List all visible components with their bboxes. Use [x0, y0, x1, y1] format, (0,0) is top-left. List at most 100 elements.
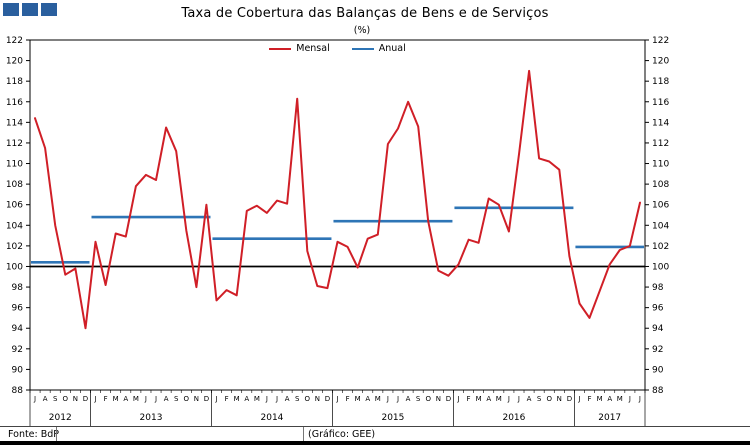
svg-text:M: M	[476, 395, 482, 403]
svg-text:J: J	[33, 395, 36, 403]
footer-divider	[0, 426, 750, 427]
svg-text:A: A	[43, 395, 48, 403]
svg-text:112: 112	[6, 139, 23, 149]
logo-square-1	[3, 3, 19, 16]
svg-text:92: 92	[12, 345, 23, 355]
svg-text:J: J	[93, 395, 96, 403]
svg-text:118: 118	[6, 77, 23, 87]
svg-text:S: S	[416, 395, 421, 403]
svg-text:A: A	[365, 395, 370, 403]
svg-text:98: 98	[12, 283, 24, 293]
svg-text:88: 88	[12, 386, 24, 396]
svg-text:F: F	[104, 395, 108, 403]
svg-text:D: D	[567, 395, 572, 403]
svg-text:F: F	[588, 395, 592, 403]
monthly-series	[34, 69, 641, 330]
svg-text:120: 120	[652, 57, 669, 67]
svg-text:J: J	[144, 395, 147, 403]
svg-text:M: M	[355, 395, 361, 403]
svg-text:96: 96	[12, 304, 24, 314]
svg-text:F: F	[225, 395, 229, 403]
svg-text:J: J	[577, 395, 580, 403]
svg-text:O: O	[546, 395, 552, 403]
svg-text:100: 100	[652, 262, 669, 272]
footer-tick-2	[303, 427, 304, 441]
svg-text:N: N	[436, 395, 441, 403]
svg-text:J: J	[335, 395, 338, 403]
svg-text:122: 122	[6, 36, 23, 46]
svg-text:2014: 2014	[261, 413, 284, 423]
chart-subtitle: (%)	[353, 25, 371, 36]
svg-text:D: D	[83, 395, 88, 403]
credit-note: (Gráfico: GEE)	[308, 429, 376, 440]
svg-text:J: J	[638, 395, 641, 403]
svg-text:J: J	[265, 395, 268, 403]
legend: Mensal Anual	[30, 43, 645, 54]
svg-text:M: M	[375, 395, 381, 403]
svg-text:J: J	[275, 395, 278, 403]
svg-text:S: S	[537, 395, 542, 403]
svg-text:104: 104	[6, 221, 23, 231]
svg-text:100: 100	[6, 262, 23, 272]
svg-text:114: 114	[6, 118, 23, 128]
svg-text:J: J	[154, 395, 157, 403]
svg-text:M: M	[597, 395, 603, 403]
svg-text:O: O	[304, 395, 310, 403]
svg-text:D: D	[204, 395, 209, 403]
plot-frame	[29, 39, 646, 391]
svg-text:J: J	[628, 395, 631, 403]
mensal-line-swatch	[269, 47, 292, 50]
svg-text:110: 110	[6, 160, 23, 170]
svg-text:M: M	[113, 395, 119, 403]
svg-text:90: 90	[652, 365, 664, 375]
svg-text:M: M	[254, 395, 260, 403]
svg-text:M: M	[496, 395, 502, 403]
svg-text:A: A	[285, 395, 290, 403]
anual-line-swatch	[351, 47, 374, 50]
svg-text:104: 104	[652, 221, 669, 231]
svg-text:A: A	[164, 395, 169, 403]
svg-text:M: M	[617, 395, 623, 403]
svg-text:98: 98	[652, 283, 664, 293]
svg-text:116: 116	[652, 98, 669, 108]
logo-square-3	[41, 3, 57, 16]
footer-tick-1	[56, 427, 57, 441]
svg-text:116: 116	[6, 98, 23, 108]
svg-text:J: J	[386, 395, 389, 403]
svg-text:94: 94	[652, 324, 664, 334]
svg-text:96: 96	[652, 304, 664, 314]
chart-title: Taxa de Cobertura das Balanças de Bens e…	[181, 6, 549, 21]
legend-item-anual: Anual	[351, 43, 406, 54]
svg-text:2013: 2013	[140, 413, 163, 423]
svg-text:118: 118	[652, 77, 669, 87]
svg-text:A: A	[486, 395, 491, 403]
x-axis-years: 2012 2013 2014 2015 2016 2017	[29, 390, 646, 426]
svg-text:A: A	[527, 395, 532, 403]
legend-label-anual: Anual	[378, 43, 406, 54]
svg-text:D: D	[325, 395, 330, 403]
svg-text:92: 92	[652, 345, 663, 355]
y-axis: 88 88 90 90 92 92 94 94 96 96 98 98 100 100 102 102 104 1…	[6, 36, 670, 396]
svg-text:D: D	[446, 395, 451, 403]
svg-text:J: J	[456, 395, 459, 403]
svg-text:M: M	[234, 395, 240, 403]
svg-text:106: 106	[652, 201, 669, 211]
svg-text:114: 114	[652, 118, 669, 128]
svg-text:94: 94	[12, 324, 24, 334]
logo-square-2	[22, 3, 38, 16]
svg-text:102: 102	[6, 242, 23, 252]
svg-text:2012: 2012	[49, 413, 72, 423]
svg-text:A: A	[406, 395, 411, 403]
svg-text:N: N	[557, 395, 562, 403]
logo-squares	[3, 3, 57, 16]
svg-text:90: 90	[12, 365, 24, 375]
svg-text:J: J	[517, 395, 520, 403]
svg-text:110: 110	[652, 160, 669, 170]
svg-text:M: M	[133, 395, 139, 403]
svg-text:S: S	[53, 395, 58, 403]
svg-text:F: F	[346, 395, 350, 403]
source-note: Fonte: BdP	[8, 429, 60, 440]
svg-text:88: 88	[652, 386, 664, 396]
